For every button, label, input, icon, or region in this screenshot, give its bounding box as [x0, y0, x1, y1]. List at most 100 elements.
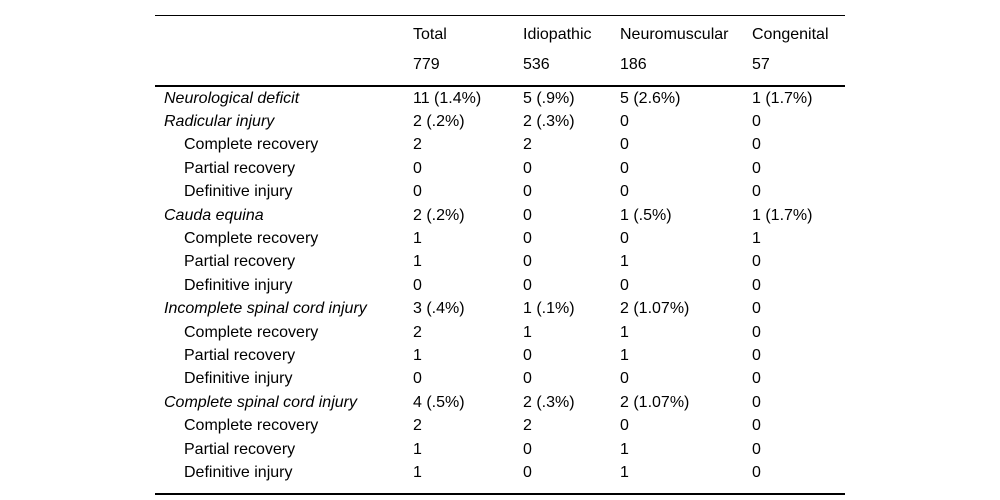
cell-value: 0 [523, 230, 532, 248]
cell-value: 1 [620, 440, 629, 458]
cell-value: 2 [523, 136, 532, 154]
cell-value: 2 [413, 323, 422, 341]
header-row-labels: Total Idiopathic Neuromuscular Congenita… [155, 16, 845, 51]
row-label: Complete recovery [184, 230, 319, 248]
cell-value: 0 [523, 276, 532, 294]
cell-value: 5 (2.6%) [620, 89, 681, 107]
cell-value: 2 (.2%) [413, 206, 465, 224]
cell-value: 2 (.3%) [523, 113, 575, 131]
table-row: Partial recovery 1 0 1 0 [155, 344, 845, 367]
cell-value: 0 [523, 183, 532, 201]
row-label: Neurological deficit [164, 89, 300, 107]
cell-value: 2 [413, 136, 422, 154]
cell-value: 2 [523, 417, 532, 435]
cell-value: 1 (1.7%) [752, 206, 813, 224]
cell-value: 0 [752, 276, 761, 294]
cell-value: 0 [523, 253, 532, 271]
cell-value: 1 [620, 346, 629, 364]
header-row-counts: 779 536 186 57 [155, 50, 845, 86]
cell-value: 1 [413, 346, 422, 364]
row-label: Partial recovery [184, 159, 296, 177]
table-header: Total Idiopathic Neuromuscular Congenita… [155, 16, 845, 86]
cell-value: 1 [620, 463, 629, 481]
table-row: Cauda equina 2 (.2%) 0 1 (.5%) 1 (1.7%) [155, 204, 845, 227]
cell-value: 1 [523, 323, 532, 341]
cell-value: 0 [523, 463, 532, 481]
cell-value: 0 [413, 183, 422, 201]
column-header-total: Total [413, 26, 447, 43]
cell-value: 1 (1.7%) [752, 89, 813, 107]
header-blank-cell [155, 16, 413, 51]
row-label: Partial recovery [184, 346, 296, 364]
cell-value: 1 [620, 323, 629, 341]
row-label: Definitive injury [184, 463, 293, 481]
table-row: Complete recovery 1 0 0 1 [155, 227, 845, 250]
cell-value: 1 [413, 440, 422, 458]
cell-value: 0 [752, 159, 761, 177]
column-count-idiopathic: 536 [523, 55, 550, 73]
cell-value: 4 (.5%) [413, 393, 465, 411]
row-label: Complete recovery [184, 136, 319, 154]
column-header-idiopathic: Idiopathic [523, 26, 592, 43]
cell-value: 0 [523, 370, 532, 388]
cell-value: 1 (.5%) [620, 206, 672, 224]
cell-value: 0 [752, 183, 761, 201]
row-label: Definitive injury [184, 370, 293, 388]
table-row: Complete recovery 2 1 1 0 [155, 321, 845, 344]
cell-value: 0 [752, 440, 761, 458]
table-row: Complete spinal cord injury 4 (.5%) 2 (.3%… [155, 391, 845, 414]
row-label: Incomplete spinal cord injury [164, 300, 367, 318]
cell-value: 0 [523, 159, 532, 177]
cell-value: 0 [620, 230, 629, 248]
table-row: Incomplete spinal cord injury 3 (.4%) 1 (.… [155, 298, 845, 321]
cell-value: 0 [620, 370, 629, 388]
cell-value: 0 [752, 463, 761, 481]
cell-value: 2 (.3%) [523, 393, 575, 411]
table-row: Definitive injury 0 0 0 0 [155, 274, 845, 297]
cell-value: 2 (1.07%) [620, 393, 690, 411]
cell-value: 0 [413, 370, 422, 388]
cell-value: 1 [413, 230, 422, 248]
cell-value: 0 [752, 323, 761, 341]
table-row: Definitive injury 0 0 0 0 [155, 181, 845, 204]
cell-value: 0 [620, 159, 629, 177]
row-label: Partial recovery [184, 440, 296, 458]
cell-value: 2 (1.07%) [620, 300, 690, 318]
table-body: Neurological deficit 11 (1.4%) 5 (.9%) 5 (2… [155, 86, 845, 494]
column-count-total: 779 [413, 55, 440, 73]
column-count-congenital: 57 [752, 55, 770, 73]
cell-value: 0 [752, 300, 761, 318]
cell-value: 0 [523, 206, 532, 224]
cell-value: 0 [752, 417, 761, 435]
table-row: Partial recovery 0 0 0 0 [155, 157, 845, 180]
cell-value: 1 [413, 253, 422, 271]
row-label: Cauda equina [164, 206, 264, 224]
table-row: Neurological deficit 11 (1.4%) 5 (.9%) 5 (2… [155, 86, 845, 110]
row-label: Radicular injury [164, 113, 275, 131]
table-row: Partial recovery 1 0 1 0 [155, 438, 845, 461]
table-row: Complete recovery 2 2 0 0 [155, 414, 845, 437]
column-count-neuromuscular: 186 [620, 55, 647, 73]
table-row: Definitive injury 0 0 0 0 [155, 368, 845, 391]
cell-value: 0 [620, 113, 629, 131]
row-label: Complete recovery [184, 417, 319, 435]
cell-value: 11 (1.4%) [413, 89, 482, 107]
row-label: Complete recovery [184, 323, 319, 341]
cell-value: 0 [523, 440, 532, 458]
cell-value: 0 [752, 346, 761, 364]
cell-value: 0 [620, 276, 629, 294]
row-label: Definitive injury [184, 276, 293, 294]
cell-value: 2 [413, 417, 422, 435]
cell-value: 0 [752, 253, 761, 271]
cell-value: 2 (.2%) [413, 113, 465, 131]
cell-value: 0 [752, 393, 761, 411]
row-label: Complete spinal cord injury [164, 393, 357, 411]
cell-value: 1 (.1%) [523, 300, 575, 318]
cell-value: 0 [620, 417, 629, 435]
complications-table: Total Idiopathic Neuromuscular Congenita… [155, 15, 845, 495]
cell-value: 0 [752, 113, 761, 131]
header-blank-cell [155, 50, 413, 86]
column-header-neuromuscular: Neuromuscular [620, 26, 729, 43]
column-header-congenital: Congenital [752, 26, 829, 43]
cell-value: 0 [620, 183, 629, 201]
